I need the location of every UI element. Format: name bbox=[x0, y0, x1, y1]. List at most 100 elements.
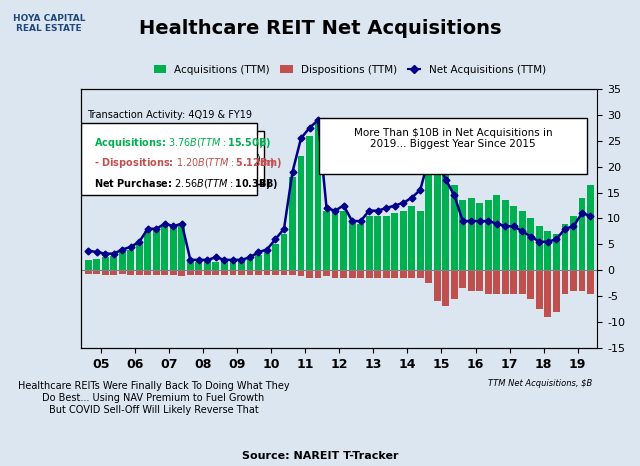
Legend: Acquisitions (TTM), Dispositions (TTM), Net Acquisitions (TTM): Acquisitions (TTM), Dispositions (TTM), … bbox=[149, 61, 550, 79]
Bar bbox=[536, 226, 543, 270]
Bar bbox=[374, 270, 381, 278]
Bar bbox=[493, 270, 500, 294]
Bar bbox=[204, 262, 211, 270]
Bar bbox=[161, 270, 168, 275]
Bar bbox=[136, 270, 143, 275]
Bar bbox=[272, 270, 279, 275]
Bar bbox=[170, 270, 177, 275]
Bar bbox=[195, 262, 202, 270]
Bar bbox=[102, 257, 109, 270]
Bar bbox=[451, 270, 458, 299]
Bar bbox=[587, 185, 594, 270]
Bar bbox=[451, 185, 458, 270]
Bar bbox=[93, 270, 100, 274]
Bar bbox=[280, 270, 287, 275]
Bar bbox=[570, 270, 577, 291]
Bar bbox=[306, 270, 313, 278]
Bar bbox=[127, 270, 134, 275]
Bar bbox=[340, 270, 347, 278]
Bar bbox=[408, 206, 415, 270]
Bar bbox=[391, 213, 398, 270]
Text: Healthcare REITs Were Finally Back To Doing What They
Do Best... Using NAV Premi: Healthcare REITs Were Finally Back To Do… bbox=[18, 382, 289, 415]
Bar bbox=[365, 270, 372, 278]
Bar bbox=[332, 213, 339, 270]
Bar bbox=[246, 259, 253, 270]
Bar bbox=[315, 120, 321, 270]
Bar bbox=[468, 270, 475, 291]
Bar bbox=[357, 270, 364, 278]
Text: HOYA CAPITAL
REAL ESTATE: HOYA CAPITAL REAL ESTATE bbox=[13, 14, 85, 34]
Bar bbox=[561, 224, 568, 270]
Bar bbox=[417, 211, 424, 270]
Bar bbox=[519, 270, 526, 294]
Text: Net Purchase: $2.56B (TTM: $10.38B): Net Purchase: $2.56B (TTM: $10.38B) bbox=[86, 177, 271, 191]
Bar bbox=[102, 270, 109, 275]
Bar bbox=[426, 157, 432, 270]
Bar bbox=[553, 234, 560, 270]
Bar bbox=[357, 224, 364, 270]
Bar bbox=[187, 262, 194, 270]
Bar bbox=[289, 177, 296, 270]
Text: Acquisitions: $3.76B (TTM: $15.50B): Acquisitions: $3.76B (TTM: $15.50B) bbox=[86, 136, 264, 150]
Bar bbox=[153, 232, 160, 270]
Bar bbox=[93, 259, 100, 270]
Bar bbox=[561, 270, 568, 294]
Bar bbox=[153, 270, 160, 275]
Bar bbox=[468, 198, 475, 270]
Bar bbox=[579, 198, 586, 270]
Bar bbox=[460, 270, 466, 288]
Text: Healthcare REIT Net Acquisitions: Healthcare REIT Net Acquisitions bbox=[139, 19, 501, 38]
Bar bbox=[527, 219, 534, 270]
Bar bbox=[145, 232, 151, 270]
Bar bbox=[476, 203, 483, 270]
Bar bbox=[221, 261, 228, 270]
FancyBboxPatch shape bbox=[81, 371, 360, 449]
Text: Source: NAREIT T-Tracker: Source: NAREIT T-Tracker bbox=[242, 452, 398, 461]
Bar bbox=[264, 270, 270, 275]
Bar bbox=[349, 221, 355, 270]
Bar bbox=[315, 270, 321, 278]
Text: Acquisitions: $3.76B (TTM: $15.50B): Acquisitions: $3.76B (TTM: $15.50B) bbox=[94, 136, 271, 150]
Bar bbox=[306, 136, 313, 270]
Bar bbox=[238, 270, 245, 275]
Text: Acquisitions: $3.76B (TTM: $15.50B)
- Dispositions: $1.20B (TTM: $5.12Bm)
Net Pu: Acquisitions: $3.76B (TTM: $15.50B) - Di… bbox=[86, 136, 260, 180]
Bar bbox=[204, 270, 211, 275]
Bar bbox=[187, 270, 194, 275]
Bar bbox=[272, 244, 279, 270]
Bar bbox=[434, 146, 440, 270]
Bar bbox=[349, 270, 355, 278]
Bar bbox=[365, 216, 372, 270]
Bar bbox=[298, 157, 305, 270]
Bar bbox=[179, 270, 185, 276]
Bar bbox=[502, 200, 509, 270]
Bar bbox=[493, 195, 500, 270]
Bar bbox=[110, 270, 117, 275]
Bar bbox=[391, 270, 398, 278]
Text: Transaction Activity: 4Q19 & FY19: Transaction Activity: 4Q19 & FY19 bbox=[86, 110, 252, 120]
Bar bbox=[221, 270, 228, 275]
Bar bbox=[84, 260, 92, 270]
Bar bbox=[502, 270, 509, 294]
Bar bbox=[545, 270, 551, 317]
Bar bbox=[246, 270, 253, 275]
Bar bbox=[426, 270, 432, 283]
Text: More Than $10B in Net Acquisitions in
2019... Biggest Year Since 2015: More Than $10B in Net Acquisitions in 20… bbox=[353, 128, 552, 150]
FancyBboxPatch shape bbox=[319, 117, 587, 174]
Bar bbox=[119, 270, 125, 274]
Bar bbox=[264, 252, 270, 270]
Bar bbox=[212, 262, 220, 270]
Bar bbox=[170, 226, 177, 270]
Bar bbox=[374, 216, 381, 270]
Bar bbox=[323, 211, 330, 270]
Bar bbox=[485, 270, 492, 294]
Bar bbox=[400, 270, 406, 278]
Bar bbox=[442, 162, 449, 270]
Bar bbox=[145, 270, 151, 275]
Bar bbox=[110, 256, 117, 270]
Bar bbox=[442, 270, 449, 307]
Bar bbox=[400, 211, 406, 270]
Bar bbox=[434, 270, 440, 302]
Bar bbox=[383, 216, 390, 270]
Text: - Dispositions: $1.20B (TTM: $5.12Bm): - Dispositions: $1.20B (TTM: $5.12Bm) bbox=[86, 157, 275, 171]
Bar bbox=[84, 270, 92, 274]
